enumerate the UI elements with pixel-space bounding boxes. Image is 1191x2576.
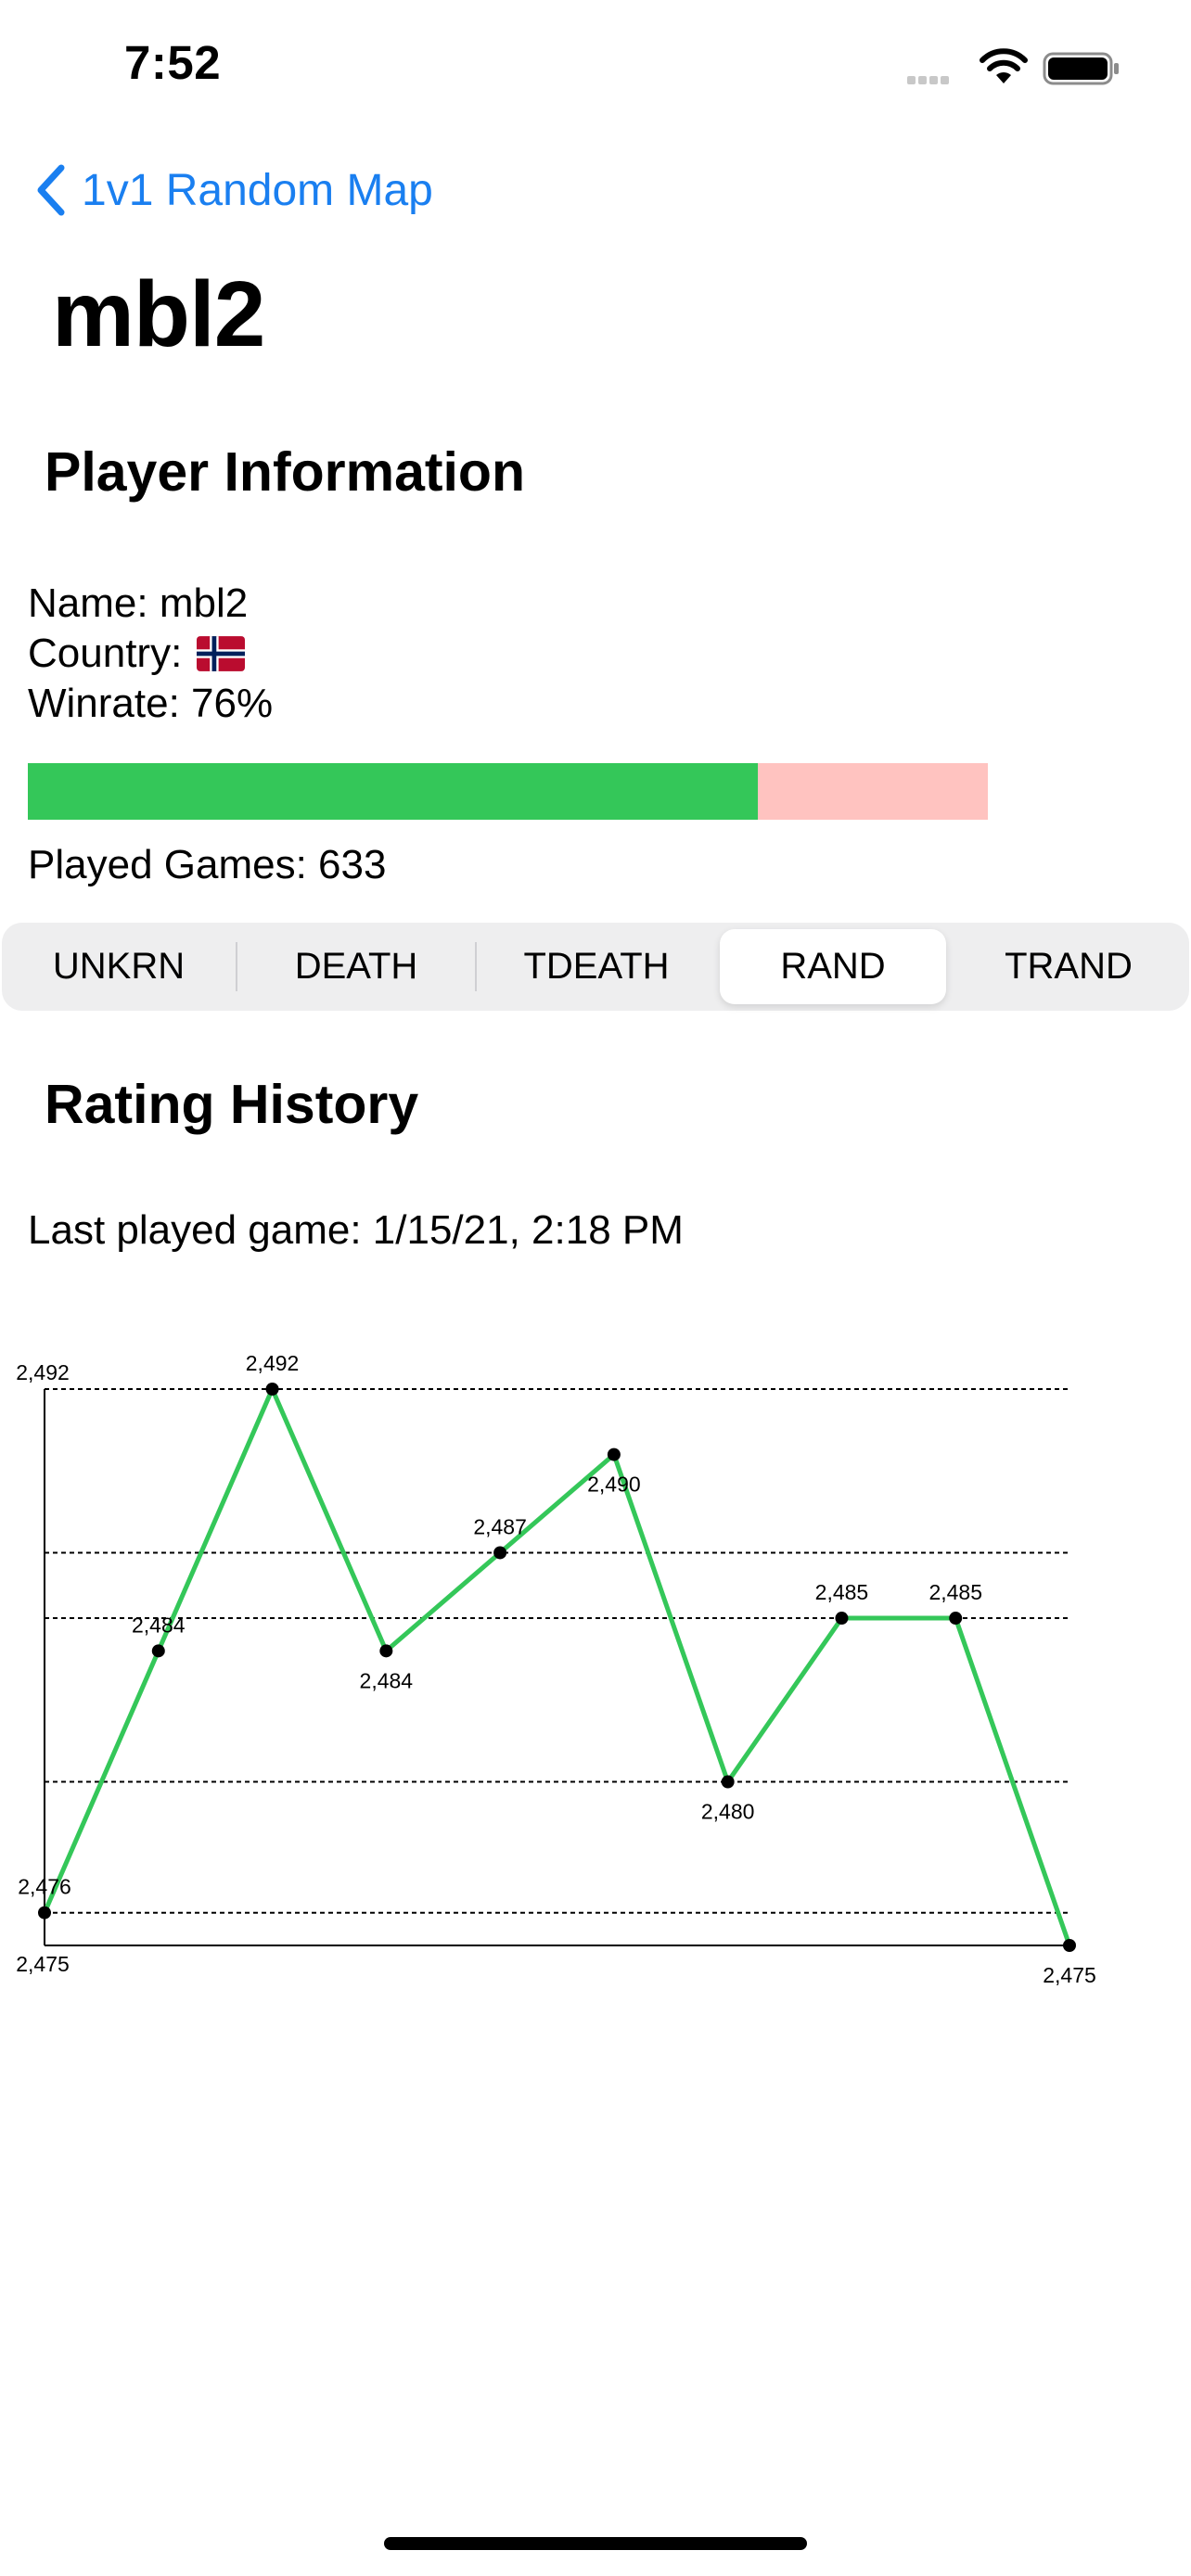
data-point [379, 1644, 393, 1658]
home-indicator [384, 2537, 807, 2550]
data-point [721, 1775, 735, 1789]
segment-death[interactable]: DEATH [294, 946, 418, 987]
segment-trand[interactable]: TRAND [1005, 946, 1133, 987]
data-point [38, 1906, 51, 1919]
data-point [835, 1612, 849, 1626]
segment-tdeath[interactable]: TDEATH [523, 946, 670, 987]
last-played-game: Last played game: 1/15/21, 2:18 PM [28, 1207, 684, 1253]
wifi-icon [980, 48, 1028, 83]
segment-unkrn[interactable]: UNKRN [52, 946, 186, 987]
segment-divider [475, 942, 477, 991]
data-point [265, 1383, 279, 1396]
data-label: 2,487 [473, 1514, 527, 1538]
data-point [607, 1447, 621, 1461]
data-label: 2,480 [701, 1800, 755, 1824]
rating-series-line [42, 1386, 1072, 1946]
data-label: 2,484 [132, 1613, 186, 1637]
country-label: Country: [28, 631, 183, 676]
segment-rand[interactable]: RAND [720, 929, 946, 1004]
data-label: 2,492 [246, 1351, 300, 1375]
status-time: 7:52 [124, 36, 222, 89]
data-point [493, 1546, 507, 1560]
player-name: Name: mbl2 [28, 580, 249, 626]
winrate-bar [28, 763, 988, 820]
played-games: Played Games: 633 [28, 842, 387, 887]
player-country: Country: [28, 631, 246, 677]
data-point [1063, 1939, 1076, 1952]
data-label: 2,485 [928, 1580, 982, 1604]
data-label: 2,490 [587, 1473, 641, 1497]
back-button-label: 1v1 Random Map [82, 165, 433, 215]
battery-icon [1043, 52, 1119, 85]
rating-history-chart: 2,476 2,484 2,492 2,484 2,487 2,490 2,480 2,485… [16, 1351, 1096, 1987]
data-label: 2,484 [360, 1668, 414, 1692]
data-label: 2,485 [815, 1580, 869, 1604]
winrate-bar-fill [28, 763, 758, 820]
player-winrate: Winrate: 76% [28, 681, 274, 726]
page-title: mbl2 [52, 262, 265, 366]
segment-divider [236, 942, 237, 991]
cellular-signal-icon [907, 72, 952, 89]
data-label: 2,476 [18, 1875, 71, 1899]
data-point [151, 1644, 165, 1658]
rating-history-heading: Rating History [45, 1074, 419, 1135]
chevron-left-icon [37, 164, 65, 216]
back-button[interactable]: 1v1 Random Map [32, 158, 433, 223]
y-axis-max-label: 2,492 [16, 1360, 70, 1384]
y-axis-min-label: 2,475 [16, 1952, 70, 1976]
norway-flag-icon [197, 636, 246, 671]
data-label: 2,475 [1043, 1963, 1096, 1987]
game-mode-segmented-control[interactable]: UNKRN DEATH TDEATH RAND TRAND [2, 923, 1189, 1011]
player-information-heading: Player Information [45, 441, 526, 503]
data-point [949, 1612, 963, 1626]
